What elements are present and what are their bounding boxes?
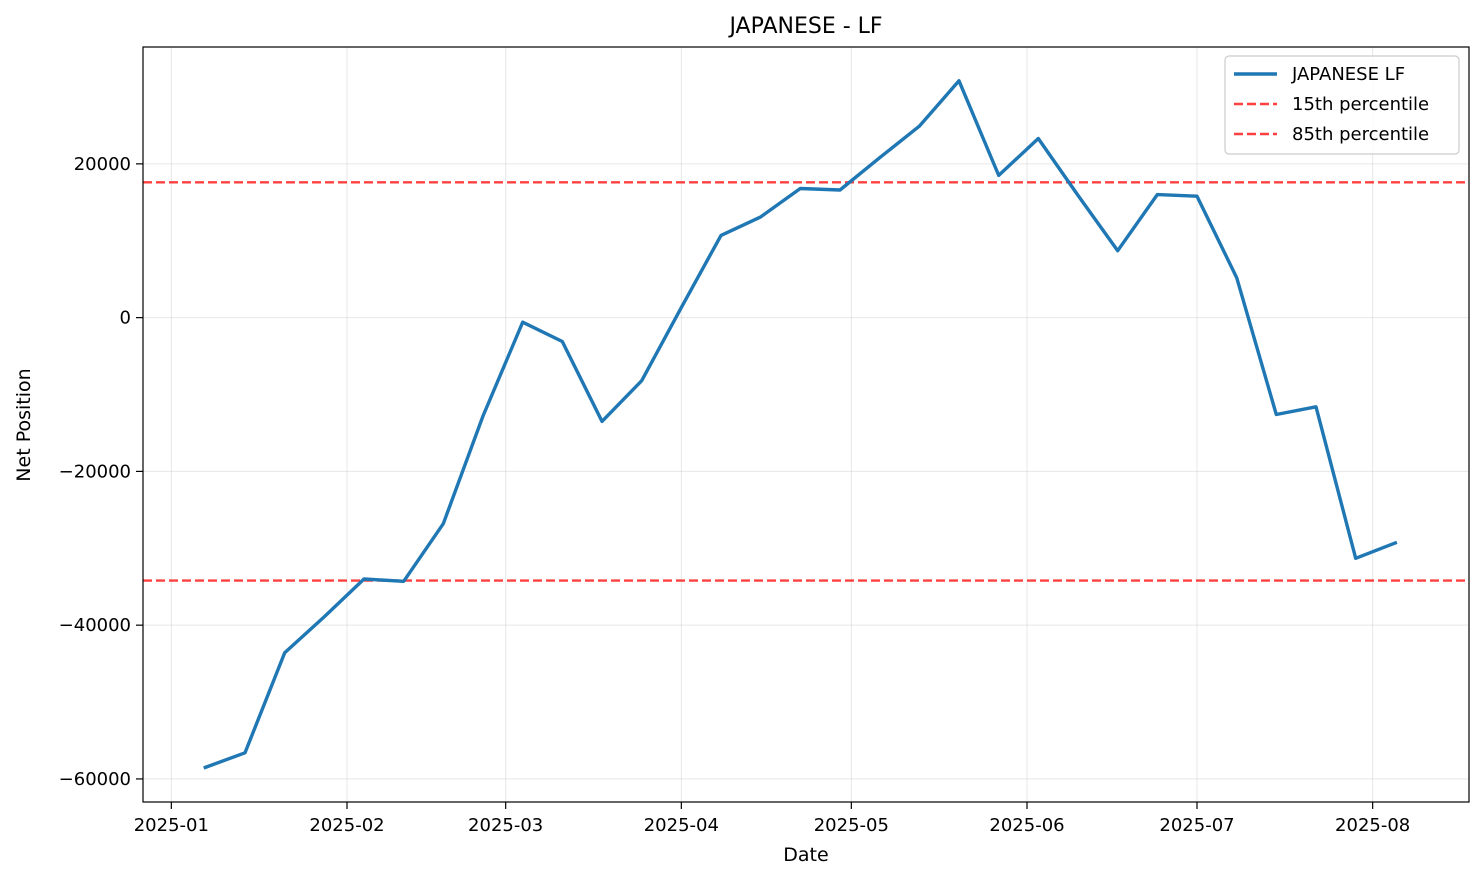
legend-label: 15th percentile: [1292, 94, 1429, 115]
x-tick-label: 2025-06: [989, 815, 1064, 836]
x-tick-label: 2025-08: [1335, 815, 1410, 836]
y-tick-label: −20000: [59, 461, 131, 482]
x-tick-label: 2025-03: [468, 815, 543, 836]
x-tick-label: 2025-07: [1159, 815, 1234, 836]
legend-label: 85th percentile: [1292, 124, 1429, 145]
y-tick-label: −60000: [59, 769, 131, 790]
y-tick-label: 0: [120, 308, 131, 329]
x-tick-label: 2025-02: [309, 815, 384, 836]
legend: JAPANESE LF 15th percentile 85th percentil…: [1225, 56, 1459, 154]
y-axis-label: Net Position: [13, 368, 35, 481]
x-tick-label: 2025-04: [644, 815, 719, 836]
x-tick-label: 2025-01: [134, 815, 209, 836]
chart-title: JAPANESE - LF: [727, 14, 882, 39]
x-tick-label: 2025-05: [814, 815, 889, 836]
y-tick-label: 20000: [74, 154, 131, 175]
legend-label: JAPANESE LF: [1291, 64, 1405, 85]
y-tick-label: −40000: [59, 615, 131, 636]
x-axis-label: Date: [783, 844, 828, 866]
